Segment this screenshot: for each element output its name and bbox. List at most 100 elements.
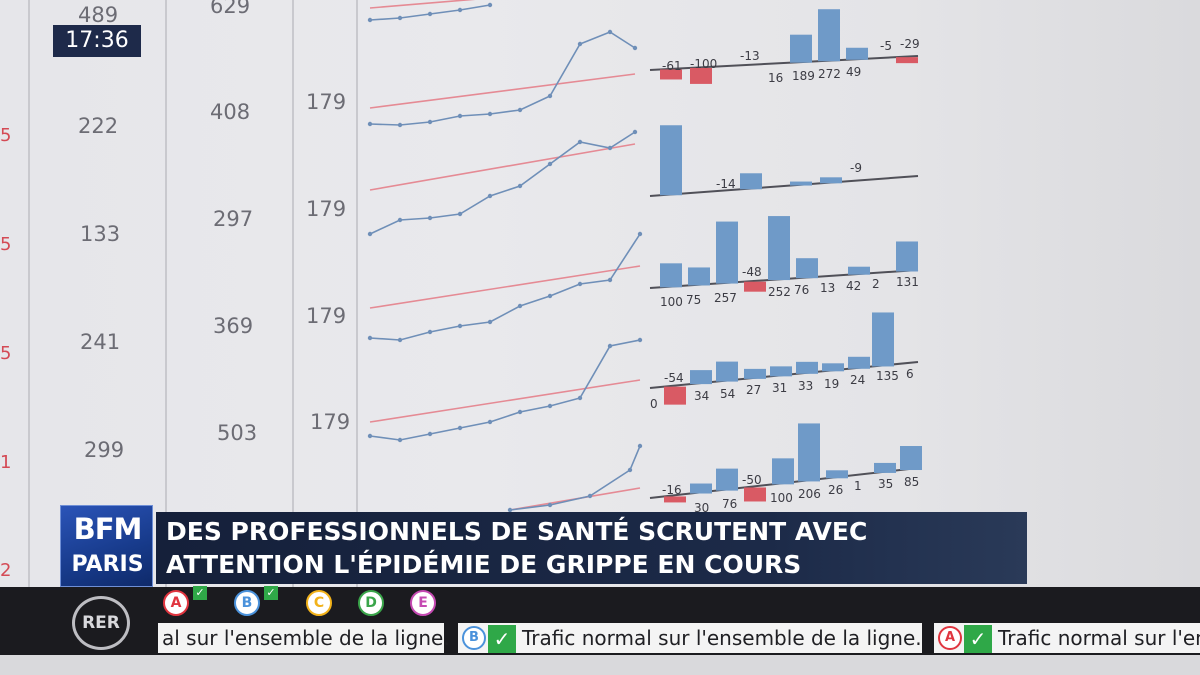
sparkline-point xyxy=(607,343,613,349)
table-cell: 297 xyxy=(213,207,254,231)
sparkline-point xyxy=(487,319,493,325)
bar-label: -61 xyxy=(662,59,682,73)
table-rule xyxy=(165,0,167,675)
edge-digit: 2 xyxy=(0,560,12,581)
sparkline-point xyxy=(427,11,433,17)
bar xyxy=(848,356,870,369)
bar xyxy=(716,361,738,382)
check-icon: ✓ xyxy=(193,586,207,600)
sparkline-point xyxy=(427,329,433,335)
bar xyxy=(900,446,922,471)
bar xyxy=(826,470,848,479)
sparkline-point xyxy=(367,231,373,237)
sparkline xyxy=(369,131,636,235)
bar-label: 6 xyxy=(906,367,914,381)
bar xyxy=(896,57,918,64)
bar-label: 26 xyxy=(828,483,843,497)
sparkline-point xyxy=(587,493,593,499)
bar-label: 0 xyxy=(650,397,658,411)
sparkline-point xyxy=(427,119,433,125)
table-cell: 503 xyxy=(217,421,258,445)
clock: 17:36 xyxy=(53,25,141,57)
sparkline-point xyxy=(627,467,633,473)
sparkline-point xyxy=(637,337,643,343)
sparkline-point xyxy=(457,323,463,329)
bar-label: -9 xyxy=(850,161,862,175)
bar xyxy=(716,221,738,284)
headline-banner: DES PROFESSIONNELS DE SANTÉ SCRUTENT AVE… xyxy=(156,512,1027,584)
bar xyxy=(798,423,820,482)
bar xyxy=(744,368,766,379)
bar-label: -100 xyxy=(690,57,717,71)
table-cell: 489 xyxy=(78,3,119,27)
bar-label: 1 xyxy=(854,479,862,493)
headline-line-2: ATTENTION L'ÉPIDÉMIE DE GRIPPE EN COURS xyxy=(166,550,802,579)
bar-label: -16 xyxy=(662,483,682,497)
table-cell: 179 xyxy=(306,197,347,221)
bar-label: 257 xyxy=(714,291,737,305)
trend-line xyxy=(369,0,476,9)
line-b-badge: B xyxy=(462,626,486,650)
ticker-item: A ✓ Trafic normal sur l'en xyxy=(934,623,1200,653)
sparkline-point xyxy=(547,93,553,99)
bar xyxy=(690,370,712,385)
bar xyxy=(740,173,762,190)
bar-label: 100 xyxy=(660,295,683,309)
bar xyxy=(846,47,868,60)
bar-label: 272 xyxy=(818,67,841,81)
table-cell: 241 xyxy=(80,330,121,354)
bar-label: 189 xyxy=(792,69,815,83)
bar xyxy=(744,487,766,502)
bar-label: 76 xyxy=(722,497,737,511)
bar-label: -48 xyxy=(742,265,762,279)
bar-label: 252 xyxy=(768,285,791,299)
sparkline-point xyxy=(577,281,583,287)
table-cell: 222 xyxy=(78,114,119,138)
bar-label: 27 xyxy=(746,383,761,397)
sparkline-point xyxy=(367,121,373,127)
logo-city: PARIS xyxy=(71,552,144,577)
ticker-text: al sur l'ensemble de la ligne. xyxy=(162,626,450,650)
bar xyxy=(822,363,844,372)
bar-label: 35 xyxy=(878,477,893,491)
bar-label: 34 xyxy=(694,389,709,403)
table-rule xyxy=(356,0,358,675)
bar xyxy=(688,267,710,286)
sparkline-point xyxy=(607,277,613,283)
table-rule xyxy=(292,0,294,675)
edge-digit: 5 xyxy=(0,234,12,255)
bar xyxy=(790,181,812,186)
edge-digit: 5 xyxy=(0,343,12,364)
sparkline-point xyxy=(487,419,493,425)
bar xyxy=(818,9,840,62)
bar xyxy=(848,266,870,275)
line-a-badge: A xyxy=(163,590,189,616)
table-cell: 179 xyxy=(310,410,351,434)
bar-baseline xyxy=(649,55,919,71)
bar xyxy=(796,361,818,374)
bar-label: 42 xyxy=(846,279,861,293)
bar xyxy=(660,125,682,196)
bar-label: 76 xyxy=(794,283,809,297)
sparkline-point xyxy=(517,303,523,309)
bar xyxy=(796,258,818,279)
table-rule xyxy=(28,0,30,675)
bar-label: 16 xyxy=(768,71,783,85)
bfm-paris-logo: BFM PARIS xyxy=(60,505,153,587)
bar-label: -50 xyxy=(742,473,762,487)
bar-label: 131 xyxy=(896,275,919,289)
bar xyxy=(872,312,894,367)
bar-label: -14 xyxy=(716,177,736,191)
sparkline-point xyxy=(507,507,513,513)
trend-line xyxy=(369,265,641,309)
sparkline-point xyxy=(397,122,403,128)
line-b-badge: B xyxy=(234,590,260,616)
table-cell: 369 xyxy=(213,314,254,338)
bar-label: 19 xyxy=(824,377,839,391)
trend-line xyxy=(369,143,636,191)
bar-label: 75 xyxy=(686,293,701,307)
bar xyxy=(820,177,842,184)
sparkline-point xyxy=(397,217,403,223)
sparkline-point xyxy=(367,433,373,439)
sparkline-point xyxy=(517,409,523,415)
